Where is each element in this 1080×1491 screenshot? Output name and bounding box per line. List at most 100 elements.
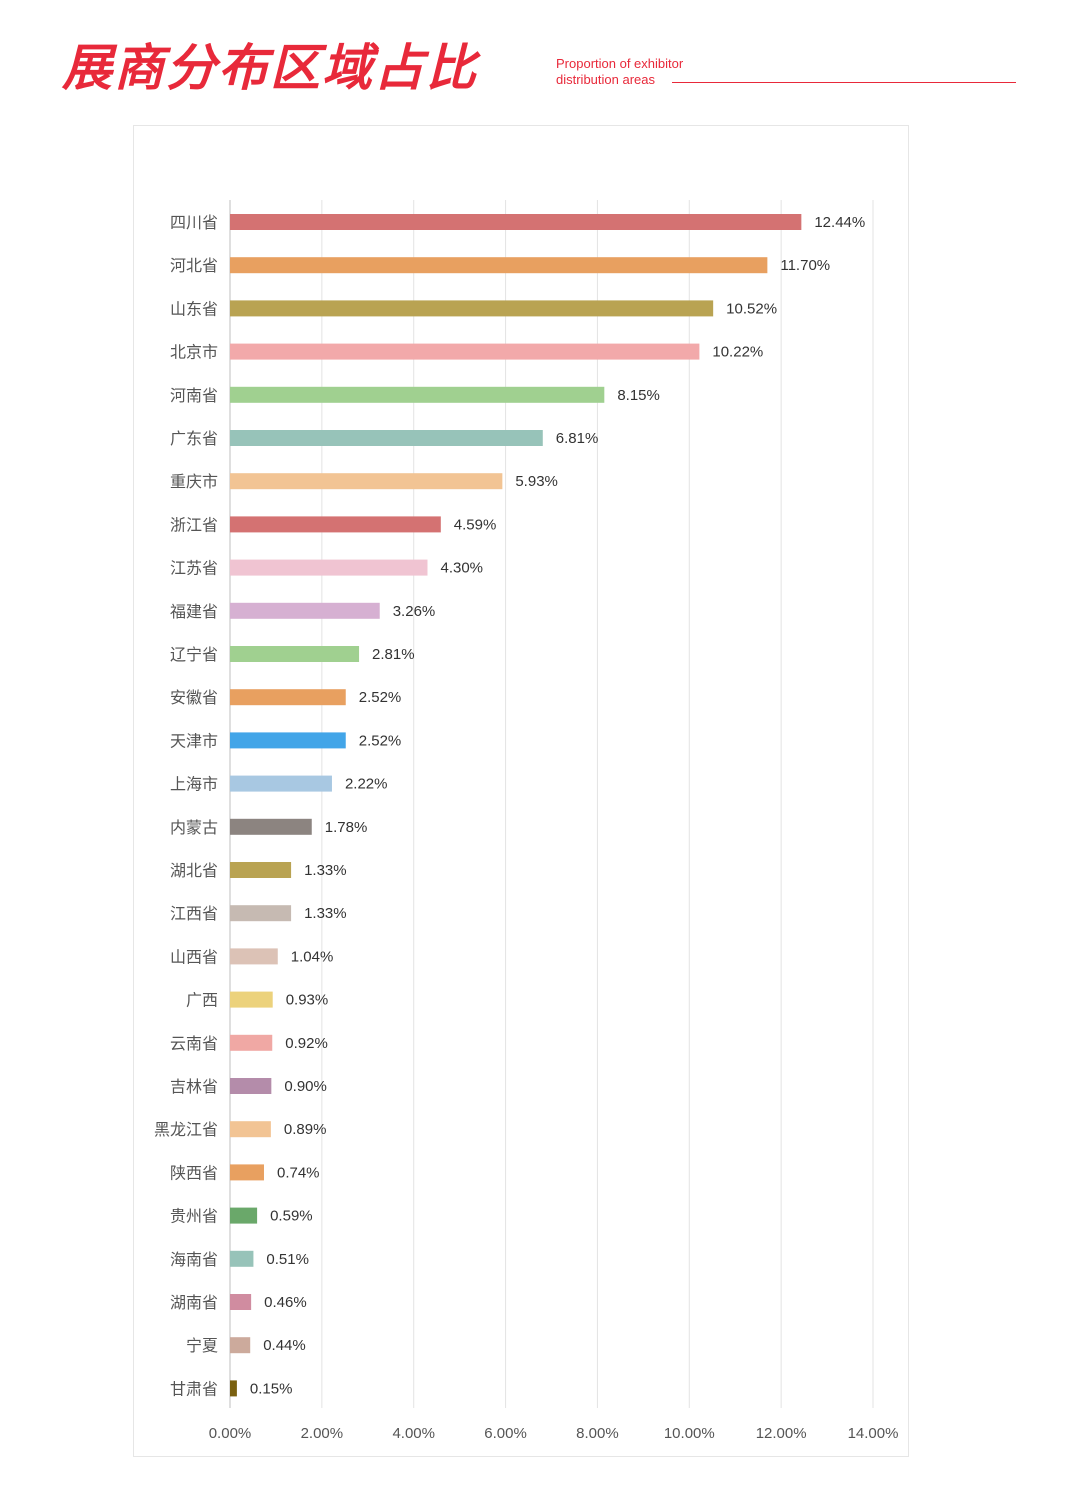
- bar: [230, 948, 278, 965]
- data-label: 1.04%: [291, 948, 334, 965]
- data-label: 2.52%: [359, 689, 402, 706]
- x-tick-label: 4.00%: [392, 1425, 435, 1442]
- data-label: 0.93%: [286, 992, 329, 1009]
- data-label: 2.52%: [359, 732, 402, 749]
- bar: [230, 516, 441, 533]
- category-label: 甘肃省: [170, 1379, 218, 1398]
- subtitle-line-1: Proportion of exhibitor: [556, 56, 684, 71]
- category-label: 浙江省: [170, 515, 218, 534]
- data-label: 0.59%: [270, 1208, 313, 1225]
- category-label: 湖北省: [170, 861, 218, 880]
- data-label: 5.93%: [515, 473, 558, 490]
- data-label: 1.78%: [325, 819, 368, 836]
- category-label: 江西省: [170, 904, 218, 923]
- data-label: 10.22%: [712, 344, 763, 361]
- bar: [230, 1078, 272, 1094]
- bar: [230, 1250, 254, 1267]
- category-labels: 四川省河北省山东省北京市河南省广东省重庆市浙江省江苏省福建省辽宁省安徽省天津市上…: [154, 213, 218, 1398]
- category-label: 天津市: [170, 731, 218, 750]
- category-label: 黑龙江省: [154, 1120, 218, 1139]
- x-tick-label: 0.00%: [209, 1425, 252, 1442]
- category-label: 山西省: [170, 947, 218, 966]
- x-tick-label: 10.00%: [664, 1425, 715, 1442]
- bar: [230, 775, 332, 792]
- data-label: 1.33%: [304, 862, 347, 879]
- bar: [230, 1380, 237, 1397]
- data-label: 12.44%: [814, 214, 865, 231]
- bar: [230, 1034, 273, 1051]
- x-tick-labels: 0.00% 2.00% 4.00% 6.00% 8.00% 10.00% 12.00% 14.…: [209, 1425, 899, 1442]
- value-labels: 12.44% 11.70% 10.52% 10.22% 8.15% 6.81% 5.93% 4…: [250, 214, 865, 1397]
- category-label: 福建省: [170, 602, 218, 621]
- bar: [230, 1164, 264, 1181]
- bar: [230, 646, 360, 662]
- bar: [230, 430, 543, 446]
- bar: [230, 1207, 258, 1224]
- category-label: 贵州省: [170, 1207, 218, 1226]
- x-tick-label: 8.00%: [576, 1425, 619, 1442]
- data-label: 1.33%: [304, 905, 347, 922]
- data-label: 0.90%: [284, 1078, 327, 1095]
- x-tick-label: 2.00%: [301, 1425, 344, 1442]
- data-label: 11.70%: [780, 257, 830, 274]
- category-label: 辽宁省: [170, 645, 218, 664]
- category-label: 广东省: [170, 429, 218, 448]
- bar: [230, 818, 312, 835]
- bar: [230, 905, 292, 922]
- x-tick-label: 6.00%: [484, 1425, 527, 1442]
- bar: [230, 386, 605, 403]
- data-label: 4.30%: [440, 560, 483, 577]
- grid-lines: [229, 200, 874, 1408]
- category-label: 宁夏: [186, 1336, 218, 1355]
- bar: [230, 214, 802, 230]
- bar: [230, 257, 768, 274]
- bar: [230, 343, 700, 360]
- bar: [230, 689, 346, 706]
- data-label: 4.59%: [454, 516, 497, 533]
- category-label: 河南省: [170, 386, 218, 405]
- data-label: 10.52%: [726, 300, 777, 317]
- bar: [230, 473, 503, 490]
- category-label: 上海市: [170, 775, 218, 794]
- data-label: 0.15%: [250, 1380, 293, 1397]
- category-label: 安徽省: [170, 688, 218, 707]
- data-label: 2.22%: [345, 776, 388, 793]
- x-tick-label: 14.00%: [848, 1425, 899, 1442]
- category-label: 广西: [186, 991, 218, 1010]
- bar: [230, 1337, 251, 1354]
- bar: [230, 300, 714, 317]
- data-label: 8.15%: [617, 387, 660, 404]
- category-label: 海南省: [170, 1250, 218, 1269]
- category-label: 内蒙古: [170, 818, 218, 837]
- bar: [230, 1294, 252, 1310]
- data-label: 0.74%: [277, 1164, 320, 1181]
- bar: [230, 732, 346, 749]
- category-label: 吉林省: [170, 1077, 218, 1096]
- category-label: 重庆市: [170, 472, 218, 491]
- header: 展商分布区域占比 Proportion of exhibitor distrib…: [0, 0, 1080, 110]
- bar: [230, 991, 273, 1008]
- category-label: 江苏省: [170, 559, 218, 578]
- bar: [230, 559, 428, 576]
- data-label: 6.81%: [556, 430, 599, 447]
- page-title: 展商分布区域占比: [62, 39, 478, 97]
- bar: [230, 1121, 271, 1138]
- category-label: 湖南省: [170, 1293, 218, 1312]
- bar: [230, 862, 292, 878]
- bar: [230, 602, 380, 619]
- data-label: 0.46%: [264, 1294, 307, 1311]
- category-label: 河北省: [170, 256, 218, 275]
- category-label: 北京市: [170, 343, 218, 362]
- category-label: 陕西省: [170, 1163, 218, 1182]
- data-label: 0.92%: [285, 1035, 328, 1052]
- bars: [230, 214, 802, 1397]
- category-label: 四川省: [170, 213, 218, 232]
- data-label: 0.89%: [284, 1121, 327, 1138]
- data-label: 2.81%: [372, 646, 415, 663]
- data-label: 3.26%: [393, 603, 436, 620]
- data-label: 0.51%: [266, 1251, 309, 1268]
- subtitle-line-2: distribution areas: [556, 72, 655, 87]
- category-label: 山东省: [170, 299, 218, 318]
- title-rule: [672, 82, 1016, 83]
